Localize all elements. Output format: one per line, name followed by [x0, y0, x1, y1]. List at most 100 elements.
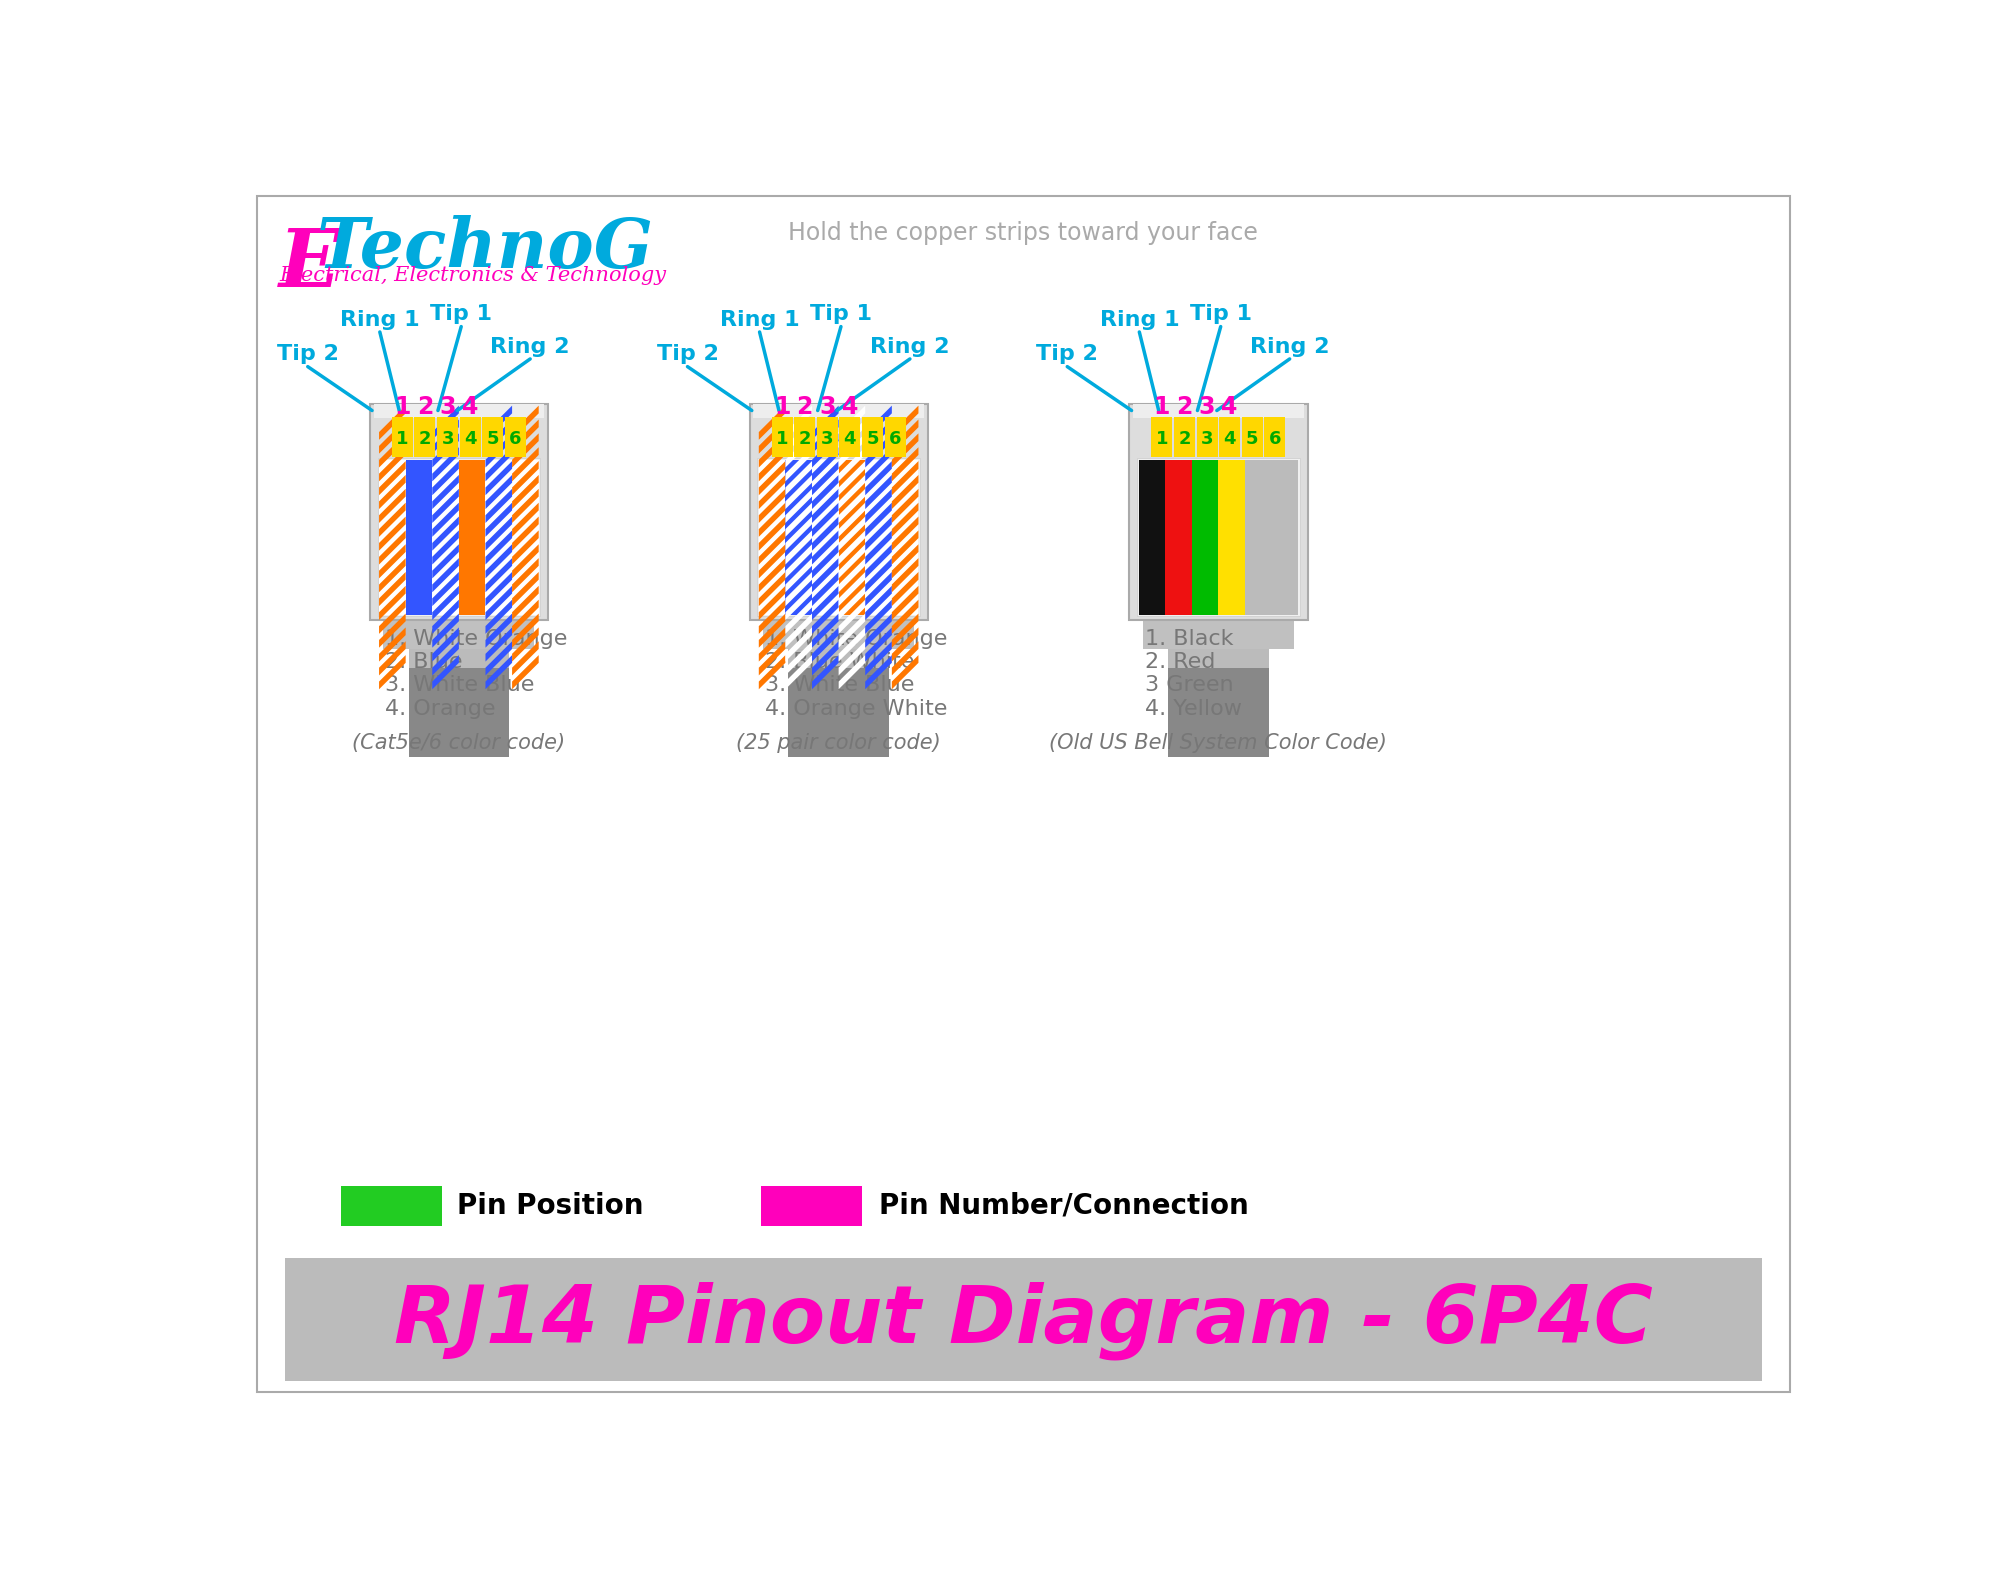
Polygon shape — [511, 642, 539, 675]
Polygon shape — [511, 585, 539, 620]
Bar — [481, 417, 503, 456]
Polygon shape — [785, 503, 813, 536]
Polygon shape — [511, 447, 539, 481]
Bar — [863, 417, 883, 456]
Bar — [373, 404, 543, 418]
Polygon shape — [485, 530, 511, 565]
Polygon shape — [813, 530, 839, 565]
Bar — [459, 459, 485, 615]
Polygon shape — [759, 642, 785, 675]
Polygon shape — [379, 642, 405, 675]
Bar — [1244, 459, 1272, 615]
Bar — [1168, 669, 1268, 757]
Polygon shape — [839, 516, 865, 551]
Polygon shape — [813, 642, 839, 675]
Bar — [1174, 417, 1194, 456]
Polygon shape — [431, 475, 459, 510]
Polygon shape — [511, 573, 539, 606]
Bar — [409, 650, 509, 669]
Text: Ring 1: Ring 1 — [719, 310, 799, 330]
Bar — [511, 459, 539, 615]
Bar — [753, 404, 925, 418]
Bar — [795, 417, 815, 456]
Bar — [1218, 417, 1240, 456]
Polygon shape — [485, 475, 511, 510]
Polygon shape — [839, 613, 865, 648]
Text: 4. Orange: 4. Orange — [385, 698, 495, 719]
Bar — [885, 417, 907, 456]
Polygon shape — [431, 613, 459, 648]
Polygon shape — [759, 530, 785, 565]
Text: 4: 4 — [843, 429, 857, 448]
Polygon shape — [813, 599, 839, 634]
Polygon shape — [865, 642, 893, 675]
Polygon shape — [511, 613, 539, 648]
Text: 1. Black: 1. Black — [1144, 629, 1234, 650]
Polygon shape — [759, 420, 785, 453]
Polygon shape — [785, 475, 813, 510]
Polygon shape — [759, 654, 785, 689]
Polygon shape — [379, 475, 405, 510]
Polygon shape — [511, 599, 539, 634]
Text: 2: 2 — [417, 395, 433, 418]
Polygon shape — [431, 516, 459, 551]
Polygon shape — [379, 573, 405, 606]
Polygon shape — [759, 573, 785, 606]
Polygon shape — [865, 613, 893, 648]
Text: 4: 4 — [843, 395, 859, 418]
Bar — [1196, 417, 1218, 456]
Text: 2: 2 — [1178, 429, 1190, 448]
Bar — [1128, 404, 1308, 620]
Polygon shape — [379, 434, 405, 467]
Polygon shape — [893, 461, 919, 495]
Polygon shape — [865, 447, 893, 481]
Polygon shape — [813, 558, 839, 593]
Polygon shape — [759, 585, 785, 620]
Polygon shape — [511, 475, 539, 510]
Polygon shape — [839, 530, 865, 565]
Bar — [749, 404, 929, 620]
Polygon shape — [379, 585, 405, 620]
Bar — [1272, 459, 1298, 615]
Polygon shape — [839, 461, 865, 495]
Text: 5: 5 — [1246, 429, 1258, 448]
Polygon shape — [839, 573, 865, 606]
Bar — [1218, 459, 1244, 615]
Polygon shape — [759, 599, 785, 634]
Bar — [893, 459, 919, 615]
Polygon shape — [893, 420, 919, 453]
Polygon shape — [813, 654, 839, 689]
Polygon shape — [839, 406, 865, 440]
Bar — [369, 404, 547, 620]
Polygon shape — [485, 420, 511, 453]
Polygon shape — [893, 573, 919, 606]
Text: RJ14 Pinout Diagram - 6P4C: RJ14 Pinout Diagram - 6P4C — [393, 1282, 1652, 1361]
Polygon shape — [813, 573, 839, 606]
Text: 1: 1 — [777, 429, 789, 448]
Polygon shape — [839, 642, 865, 675]
Polygon shape — [759, 628, 785, 662]
Polygon shape — [813, 516, 839, 551]
Polygon shape — [379, 447, 405, 481]
Polygon shape — [431, 461, 459, 495]
Polygon shape — [865, 461, 893, 495]
Polygon shape — [893, 558, 919, 593]
Polygon shape — [485, 558, 511, 593]
Bar — [485, 459, 511, 615]
Polygon shape — [485, 461, 511, 495]
Polygon shape — [813, 447, 839, 481]
Polygon shape — [893, 406, 919, 440]
Bar — [383, 620, 535, 650]
Polygon shape — [813, 434, 839, 467]
Polygon shape — [485, 585, 511, 620]
Polygon shape — [813, 628, 839, 662]
Polygon shape — [431, 420, 459, 453]
Polygon shape — [759, 475, 785, 510]
Bar — [759, 459, 785, 615]
Text: E: E — [280, 225, 339, 304]
Bar — [1132, 404, 1304, 418]
Text: 2. Blue: 2. Blue — [385, 653, 463, 672]
Polygon shape — [865, 434, 893, 467]
Polygon shape — [785, 447, 813, 481]
Text: (25 pair color code): (25 pair color code) — [737, 733, 941, 752]
